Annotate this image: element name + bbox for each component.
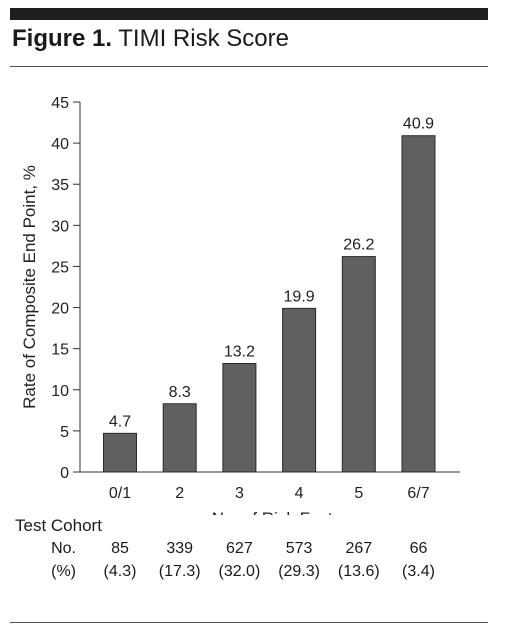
cohort-count: 66 — [409, 540, 428, 557]
cohort-count-label: No. — [51, 540, 76, 557]
cohort-percent-label: (%) — [51, 563, 76, 580]
data-label: 26.2 — [343, 237, 374, 254]
x-axis-label: No. of Risk Factors — [212, 509, 357, 515]
bar — [401, 135, 436, 473]
y-tick-label: 35 — [51, 177, 69, 194]
figure-title: Figure 1. TIMI Risk Score — [12, 24, 289, 54]
y-axis-label: Rate of Composite End Point, % — [20, 165, 39, 409]
data-label: 40.9 — [403, 116, 434, 133]
y-tick-label: 5 — [60, 424, 69, 441]
title-rule — [10, 66, 488, 67]
y-tick-label: 20 — [51, 301, 69, 318]
cohort-percent: (32.0) — [218, 563, 261, 580]
data-label: 13.2 — [224, 343, 255, 360]
figure-number: Figure 1. — [12, 25, 113, 52]
cohort-count: 627 — [226, 540, 253, 557]
x-tick-label: 6/7 — [407, 485, 429, 502]
cohort-percent: (17.3) — [158, 563, 201, 580]
figure-title-text: TIMI Risk Score — [118, 25, 289, 52]
data-label: 8.3 — [169, 384, 191, 401]
bar — [222, 362, 257, 473]
x-tick-label: 2 — [175, 485, 184, 502]
cohort-count: 339 — [166, 540, 194, 557]
cohort-heading: Test Cohort — [15, 516, 102, 535]
x-tick-label: 4 — [295, 485, 304, 502]
cohort-percent: (29.3) — [278, 563, 320, 580]
bar — [103, 432, 137, 473]
bottom-rule — [10, 622, 488, 623]
cohort-count: 267 — [345, 540, 373, 557]
y-tick-label: 0 — [60, 465, 69, 482]
cohort-percent: (13.6) — [337, 563, 380, 580]
y-tick-label: 25 — [51, 259, 69, 276]
data-label: 4.7 — [109, 413, 131, 430]
bar — [282, 307, 317, 473]
y-tick-label: 15 — [51, 342, 69, 359]
data-label: 19.9 — [284, 288, 315, 305]
header-bar — [10, 8, 488, 20]
x-tick-label: 3 — [235, 485, 244, 502]
cohort-percent: (4.3) — [103, 563, 137, 580]
cohort-percent: (3.4) — [402, 563, 435, 580]
x-tick-label: 0/1 — [109, 485, 131, 502]
bar — [341, 256, 376, 473]
y-tick-label: 10 — [51, 383, 69, 400]
cohort-count: 573 — [285, 540, 313, 557]
x-tick-label: 5 — [354, 485, 363, 502]
y-tick-label: 30 — [51, 218, 69, 235]
cohort-count: 85 — [111, 540, 129, 557]
y-tick-label: 45 — [51, 95, 69, 112]
bar — [162, 403, 197, 473]
y-tick-label: 40 — [51, 136, 69, 153]
